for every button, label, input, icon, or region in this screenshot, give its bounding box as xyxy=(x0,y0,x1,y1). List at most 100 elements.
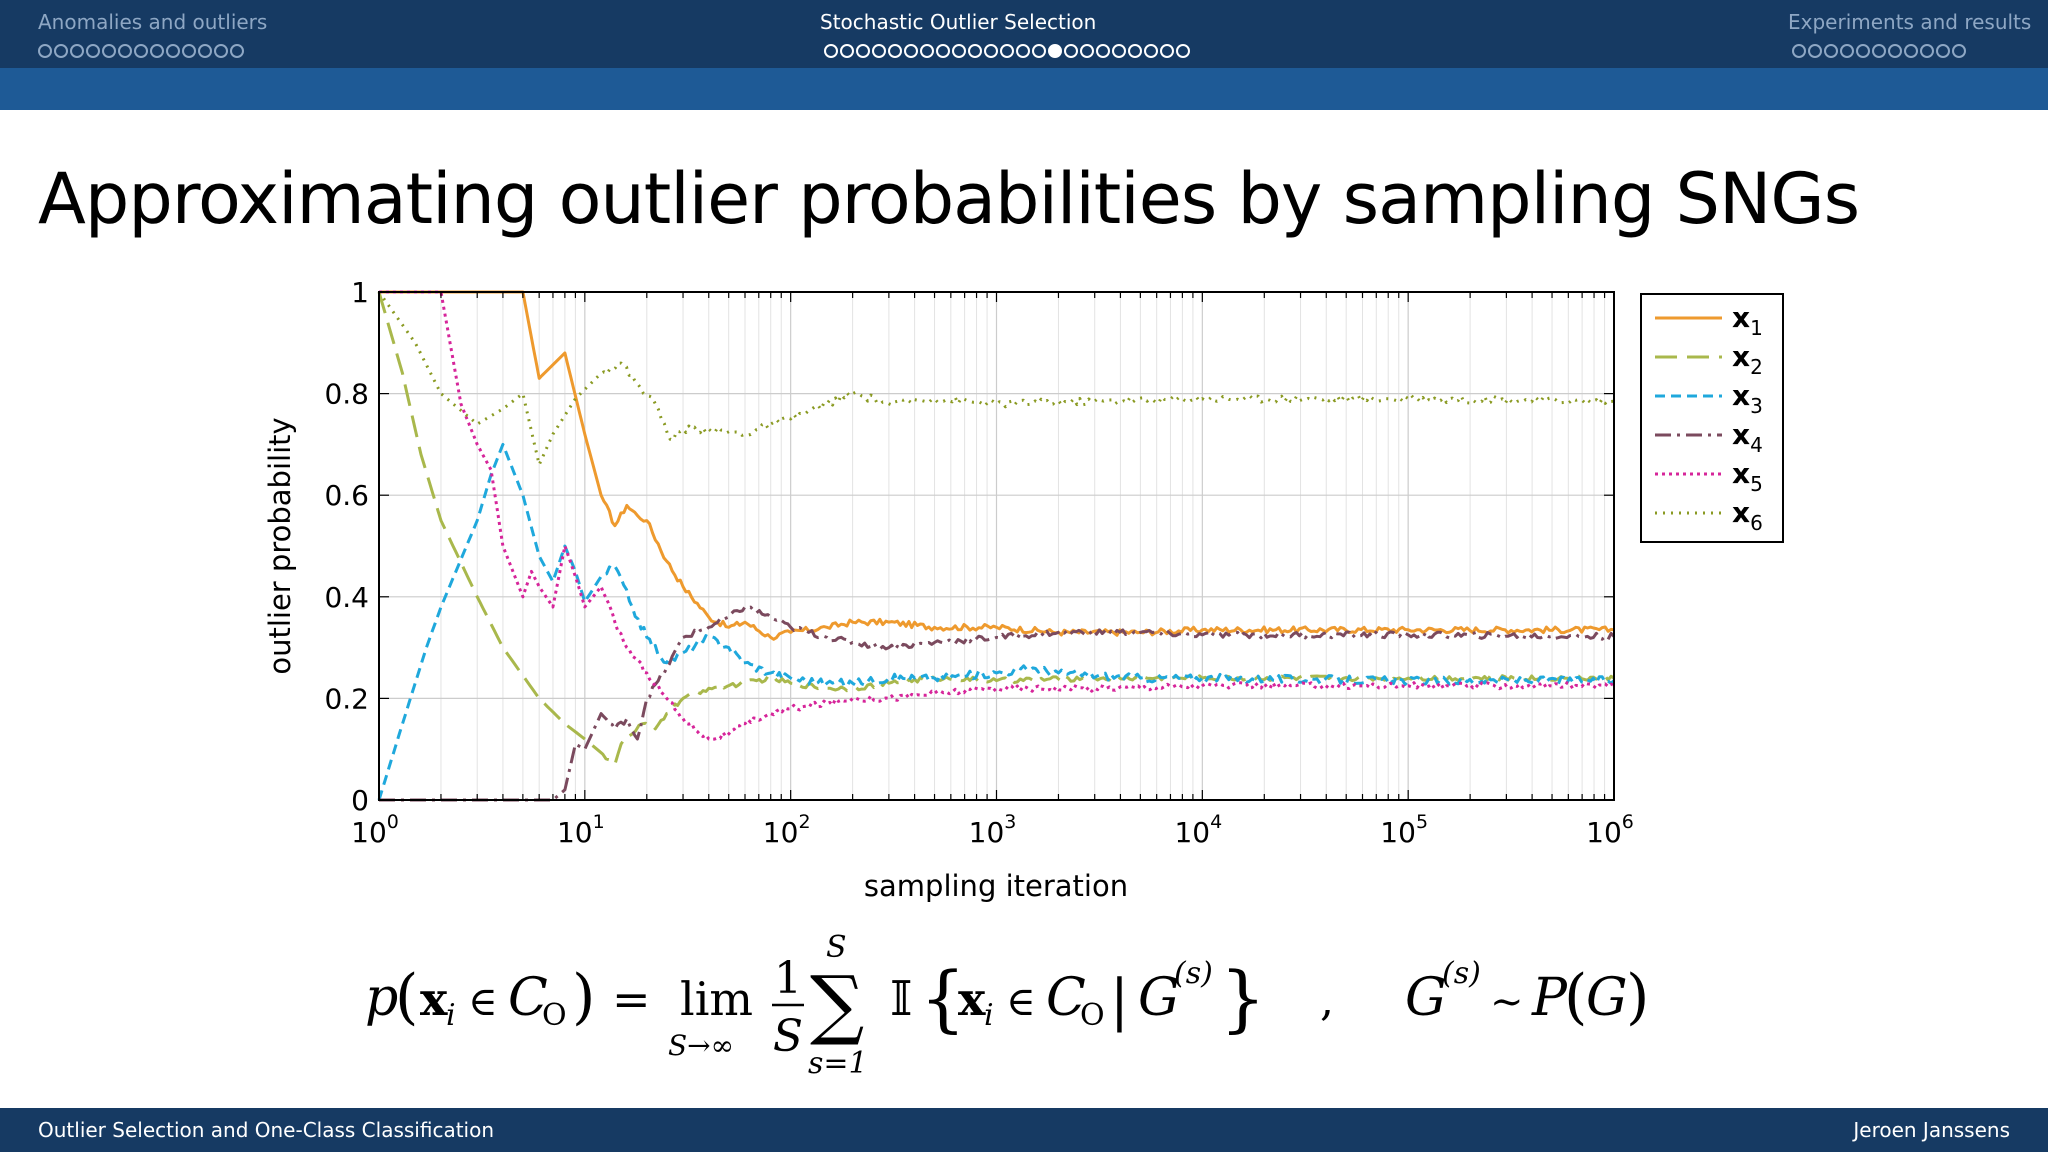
formula-paren-open: ( xyxy=(395,962,418,1032)
nav-dot[interactable] xyxy=(1856,44,1870,58)
formula-comma: , xyxy=(1320,975,1334,1026)
formula-lim: lim xyxy=(680,972,753,1026)
formula-rhs-G: G xyxy=(1405,968,1447,1028)
nav-dot[interactable] xyxy=(1904,44,1918,58)
x-tick-label: 101 xyxy=(557,811,605,849)
nav-dot[interactable] xyxy=(1080,44,1094,58)
nav-progress-dots[interactable] xyxy=(824,43,1192,62)
probability-formula: p ( x i ∈ C O ) = lim S→∞ 1 S S ∑ s=1 𝕀 … xyxy=(365,930,1649,1081)
nav-dot[interactable] xyxy=(872,44,886,58)
nav-dot[interactable] xyxy=(1920,44,1934,58)
nav-dot[interactable] xyxy=(1144,44,1158,58)
nav-dot[interactable] xyxy=(1128,44,1142,58)
nav-dot[interactable] xyxy=(150,44,164,58)
nav-dot[interactable] xyxy=(1840,44,1854,58)
series-line-x6 xyxy=(377,291,1615,467)
nav-dot[interactable] xyxy=(1792,44,1806,58)
nav-dot[interactable] xyxy=(182,44,196,58)
nav-dot[interactable] xyxy=(888,44,902,58)
y-tick-label: 0.2 xyxy=(324,682,369,715)
nav-dot[interactable] xyxy=(118,44,132,58)
nav-dot[interactable] xyxy=(1888,44,1902,58)
nav-dot[interactable] xyxy=(1952,44,1966,58)
legend-label-x1: x1 xyxy=(1732,301,1763,340)
nav-dot[interactable] xyxy=(1824,44,1838,58)
nav-dot[interactable] xyxy=(1032,44,1046,58)
nav-dot[interactable] xyxy=(134,44,148,58)
nav-dot[interactable] xyxy=(968,44,982,58)
nav-dot[interactable] xyxy=(1176,44,1190,58)
nav-section-title[interactable]: Stochastic Outlier Selection xyxy=(820,10,1097,34)
formula-x-subscript: i xyxy=(446,998,456,1033)
nav-dot[interactable] xyxy=(824,44,838,58)
nav-section-experiments[interactable]: Experiments and results xyxy=(1788,10,2032,58)
footer-talk-title: Outlier Selection and One-Class Classifi… xyxy=(38,1118,495,1142)
formula-ind-calC: C xyxy=(1046,968,1086,1028)
nav-dot[interactable] xyxy=(198,44,212,58)
nav-dot[interactable] xyxy=(856,44,870,58)
nav-dot[interactable] xyxy=(1016,44,1030,58)
nav-dot[interactable] xyxy=(904,44,918,58)
slide-title: Approximating outlier probabilities by s… xyxy=(38,158,1860,240)
series-line-x5 xyxy=(379,290,1615,741)
formula-brace-close: } xyxy=(1220,956,1266,1040)
formula-fraction-numerator: 1 xyxy=(774,953,802,1004)
nav-dot[interactable] xyxy=(840,44,854,58)
nav-dot[interactable] xyxy=(920,44,934,58)
series-line-x3 xyxy=(377,442,1616,801)
x-axis-label: sampling iteration xyxy=(864,869,1128,903)
formula-sum-lower: s=1 xyxy=(808,1046,868,1081)
chart-series xyxy=(377,290,1616,802)
nav-dot[interactable] xyxy=(102,44,116,58)
nav-dot[interactable] xyxy=(936,44,950,58)
nav-progress-dots[interactable] xyxy=(1792,43,1968,62)
y-tick-label: 0.4 xyxy=(324,581,369,614)
legend-label-x2: x2 xyxy=(1732,340,1763,379)
y-tick-label: 0 xyxy=(351,784,369,817)
nav-section-title[interactable]: Anomalies and outliers xyxy=(38,10,268,34)
series-line-x2 xyxy=(377,291,1615,766)
nav-dot[interactable] xyxy=(1936,44,1950,58)
formula-element-of: ∈ xyxy=(468,979,498,1025)
nav-dot[interactable] xyxy=(1872,44,1886,58)
nav-dot[interactable] xyxy=(38,44,52,58)
nav-dot[interactable] xyxy=(984,44,998,58)
nav-dot[interactable] xyxy=(166,44,180,58)
nav-section-stochastic-outlier-selection[interactable]: Stochastic Outlier Selection xyxy=(820,10,1190,58)
nav-dot[interactable] xyxy=(1808,44,1822,58)
formula-ind-bar: | xyxy=(1110,968,1129,1033)
formula-ind-G-superscript: (s) xyxy=(1174,956,1213,991)
formula-distributed-as: ∼ xyxy=(1490,979,1524,1025)
formula-x: x xyxy=(420,972,448,1026)
nav-section-title[interactable]: Experiments and results xyxy=(1788,10,2032,34)
nav-dot[interactable] xyxy=(70,44,84,58)
formula-p: p xyxy=(365,968,398,1028)
nav-dot[interactable] xyxy=(1048,44,1062,58)
nav-progress-dots[interactable] xyxy=(38,43,246,62)
x-tick-label: 103 xyxy=(969,811,1017,849)
nav-dot[interactable] xyxy=(1096,44,1110,58)
x-tick-label: 100 xyxy=(351,811,399,849)
nav-dot[interactable] xyxy=(54,44,68,58)
y-axis-label: outlier probability xyxy=(263,417,297,674)
nav-section-anomalies[interactable]: Anomalies and outliers xyxy=(38,10,268,58)
formula-paren-close: ) xyxy=(572,962,595,1032)
footer-author: Jeroen Janssens xyxy=(1853,1118,2010,1142)
chart-ticks: 100 101 102 103 104 105 106 0 0.2 0.4 0.6 0.8 1 xyxy=(324,276,1633,849)
nav-dot[interactable] xyxy=(86,44,100,58)
nav-dot[interactable] xyxy=(230,44,244,58)
formula-equals: = xyxy=(612,972,651,1026)
nav-dot[interactable] xyxy=(1112,44,1126,58)
nav-dot[interactable] xyxy=(1000,44,1014,58)
nav-dot[interactable] xyxy=(952,44,966,58)
nav-dot[interactable] xyxy=(1160,44,1174,58)
formula-fraction-denominator: S xyxy=(773,1011,803,1062)
nav-dot[interactable] xyxy=(214,44,228,58)
formula-rhs-paren-close: ) xyxy=(1626,962,1649,1032)
formula-rhs-paren-open: ( xyxy=(1564,962,1587,1032)
formula-indicator: 𝕀 xyxy=(890,971,912,1027)
nav-dot[interactable] xyxy=(1064,44,1078,58)
y-tick-label: 0.6 xyxy=(324,479,369,512)
formula-sum-upper: S xyxy=(826,930,847,965)
series-line-x1 xyxy=(379,290,1615,641)
